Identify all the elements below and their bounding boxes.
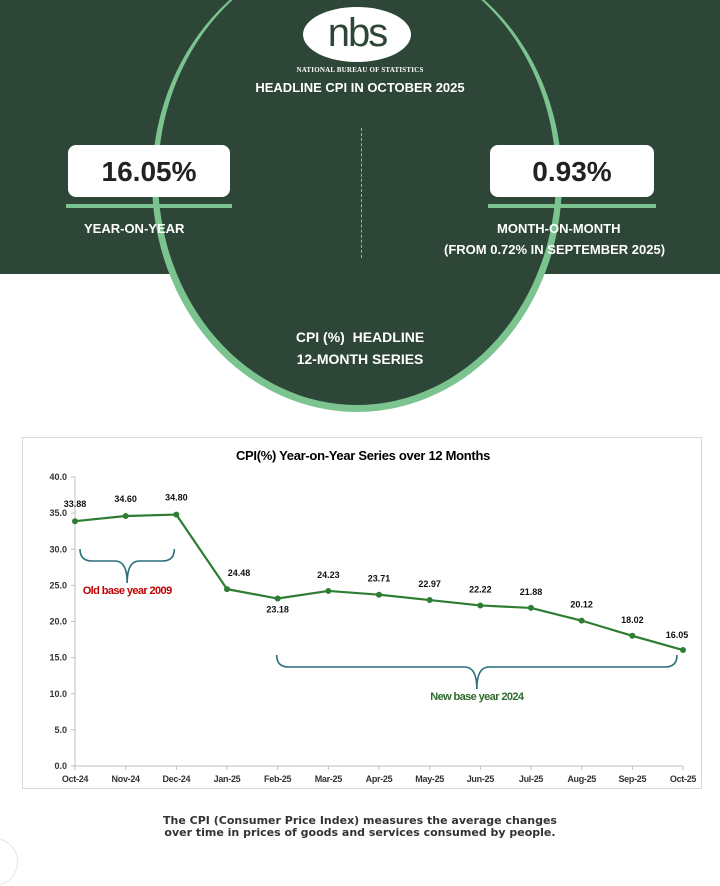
x-tick-label: Jul-25 bbox=[519, 774, 544, 784]
cpi-data-point bbox=[578, 617, 585, 624]
data-label: 22.22 bbox=[469, 584, 492, 594]
mom-label: MONTH-ON-MONTH bbox=[497, 221, 621, 236]
footer-note: The CPI (Consumer Price Index) measures … bbox=[60, 815, 660, 839]
data-label: 21.88 bbox=[520, 587, 543, 597]
cpi-line-chart: CPI(%) Year-on-Year Series over 12 Month… bbox=[49, 448, 696, 784]
cpi-data-point bbox=[173, 511, 180, 518]
data-label: 34.80 bbox=[165, 493, 188, 503]
stats-divider bbox=[361, 128, 362, 258]
header-arc bbox=[158, 0, 556, 405]
footer-line1: The CPI (Consumer Price Index) measures … bbox=[163, 814, 557, 827]
data-label: 22.97 bbox=[418, 579, 441, 589]
old-base-bracket bbox=[79, 548, 176, 584]
base-year-brackets: Old base year 2009 New base year 2024 bbox=[79, 548, 678, 703]
y-tick-label: 0.0 bbox=[54, 761, 67, 771]
yoy-label: YEAR-ON-YEAR bbox=[84, 221, 185, 236]
y-tick-label: 40.0 bbox=[49, 472, 67, 482]
cpi-data-point bbox=[224, 586, 230, 593]
headline-title: HEADLINE CPI IN OCTOBER 2025 bbox=[255, 80, 465, 95]
x-tick-label: Apr-25 bbox=[366, 774, 393, 784]
x-tick-label: Oct-24 bbox=[62, 774, 89, 784]
org-name: NATIONAL BUREAU OF STATISTICS bbox=[296, 66, 424, 74]
chart-series bbox=[72, 511, 686, 654]
footer-line2: over time in prices of goods and service… bbox=[164, 826, 556, 839]
y-tick-label: 5.0 bbox=[54, 725, 67, 735]
x-tick-label: Oct-25 bbox=[670, 774, 697, 784]
data-label: 18.02 bbox=[621, 615, 644, 625]
yoy-value: 16.05% bbox=[68, 145, 230, 197]
section-title: CPI (%) HEADLINE 12-MONTH SERIES bbox=[250, 326, 470, 370]
data-label: 34.60 bbox=[114, 494, 137, 504]
section-title-line1: CPI (%) HEADLINE bbox=[295, 329, 425, 345]
x-tick-label: Jan-25 bbox=[214, 774, 241, 784]
cpi-data-point bbox=[629, 632, 636, 639]
cpi-data-point bbox=[528, 604, 534, 611]
x-tick-label: Feb-25 bbox=[264, 774, 292, 784]
x-tick-label: Dec-24 bbox=[162, 774, 190, 784]
data-label: 23.71 bbox=[368, 574, 391, 584]
nbs-logo bbox=[303, 7, 411, 62]
yoy-underline bbox=[66, 204, 232, 208]
x-tick-label: Mar-25 bbox=[315, 774, 343, 784]
mom-value: 0.93% bbox=[490, 145, 654, 197]
x-tick-label: Aug-25 bbox=[567, 774, 596, 784]
data-label: 23.18 bbox=[266, 605, 289, 615]
cpi-data-point bbox=[274, 595, 281, 602]
old-base-label: Old base year 2009 bbox=[83, 585, 172, 597]
x-tick-label: Sep-25 bbox=[618, 774, 646, 784]
y-tick-label: 20.0 bbox=[49, 617, 67, 627]
nbs-logo-text: nbs bbox=[327, 11, 389, 55]
x-tick-label: May-25 bbox=[415, 774, 444, 784]
cpi-data-point bbox=[426, 597, 433, 604]
cpi-data-point bbox=[72, 518, 78, 525]
y-tick-label: 15.0 bbox=[49, 653, 67, 663]
chart-data-labels: 33.88 34.60 34.80 24.48 23.18 24.23 23.71 22.97… bbox=[64, 493, 689, 640]
mom-underline bbox=[488, 204, 656, 208]
corner-decoration bbox=[0, 838, 18, 886]
x-tick-label: Jun-25 bbox=[467, 774, 495, 784]
data-label: 16.05 bbox=[666, 630, 689, 640]
cpi-data-point bbox=[122, 513, 129, 520]
section-title-line2: 12-MONTH SERIES bbox=[296, 351, 424, 367]
cpi-data-point bbox=[325, 587, 332, 594]
mom-sub-label: (FROM 0.72% IN SEPTEMBER 2025) bbox=[444, 242, 666, 257]
y-tick-label: 25.0 bbox=[49, 580, 67, 590]
new-base-bracket bbox=[275, 654, 678, 690]
y-tick-label: 10.0 bbox=[49, 689, 67, 699]
y-tick-label: 30.0 bbox=[49, 544, 67, 554]
data-label: 24.23 bbox=[317, 570, 340, 580]
data-label: 24.48 bbox=[228, 568, 251, 578]
cpi-data-point bbox=[477, 602, 484, 609]
cpi-data-point bbox=[376, 591, 382, 598]
cpi-data-point bbox=[680, 647, 686, 654]
chart-title: CPI(%) Year-on-Year Series over 12 Month… bbox=[236, 448, 490, 463]
new-base-label: New base year 2024 bbox=[430, 691, 525, 703]
chart-axes: 0.0 5.0 10.0 15.0 20.0 25.0 30.0 35.0 40.0 Oct-24… bbox=[49, 472, 696, 784]
data-label: 20.12 bbox=[570, 600, 593, 610]
y-tick-label: 35.0 bbox=[49, 508, 67, 518]
data-label: 33.88 bbox=[64, 499, 87, 509]
x-tick-label: Nov-24 bbox=[112, 774, 141, 784]
chart-container: CPI(%) Year-on-Year Series over 12 Month… bbox=[22, 437, 702, 789]
